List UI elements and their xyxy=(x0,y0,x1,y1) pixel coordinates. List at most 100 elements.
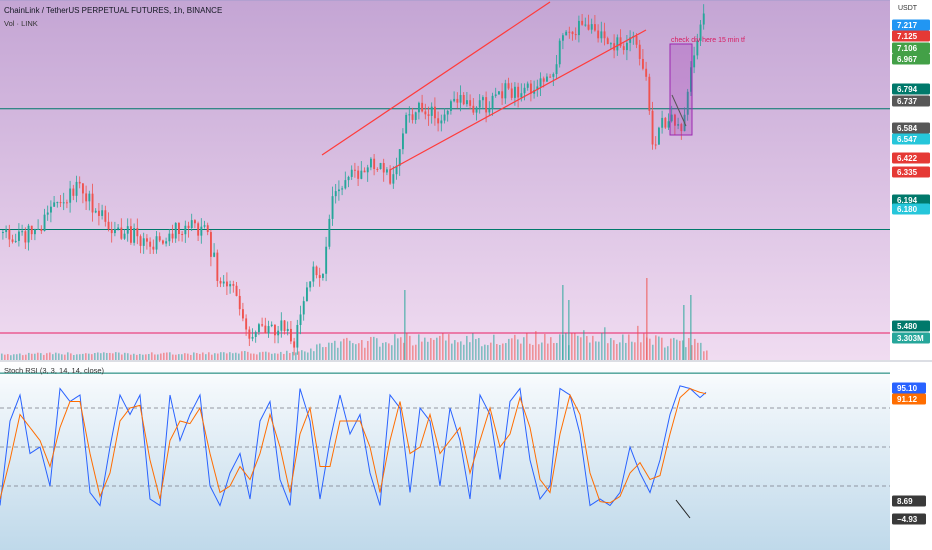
volume-bar xyxy=(613,340,615,360)
candle-body xyxy=(392,174,395,184)
volume-bar xyxy=(163,352,165,360)
candles xyxy=(2,4,705,356)
candle-body xyxy=(542,78,545,82)
candle-body xyxy=(267,326,270,334)
volume-bar xyxy=(100,353,102,360)
volume-bar xyxy=(676,339,678,360)
svg-text:5.480: 5.480 xyxy=(897,322,918,331)
volume-bar xyxy=(244,350,246,360)
channel-lower-line[interactable] xyxy=(389,29,647,171)
volume-bar xyxy=(145,354,147,360)
candle-body xyxy=(187,225,190,229)
candle-body xyxy=(43,214,46,232)
volume-bar xyxy=(607,343,609,360)
divergence-arrow[interactable] xyxy=(671,94,687,127)
candle-body xyxy=(670,114,673,122)
candle-body xyxy=(197,223,200,236)
candle-body xyxy=(645,68,648,77)
volume-bar xyxy=(199,353,201,360)
candle-body xyxy=(306,287,308,302)
volume-bar xyxy=(550,337,552,360)
volume-bar xyxy=(118,352,120,360)
candle-body xyxy=(456,98,459,103)
price-tag: 6.180 xyxy=(892,203,930,215)
candle-body xyxy=(11,239,14,242)
svg-text:6.180: 6.180 xyxy=(897,205,918,214)
candle-body xyxy=(360,170,363,179)
volume-bar xyxy=(73,355,75,360)
volume-bar xyxy=(43,354,45,360)
volume-bar xyxy=(640,342,642,360)
volume-bar xyxy=(115,352,117,360)
rsi-trend-line[interactable] xyxy=(675,499,691,519)
candle-body xyxy=(482,97,484,101)
volume-bar xyxy=(316,344,318,360)
volume-bar xyxy=(202,352,204,360)
candle-body xyxy=(488,108,491,113)
candle-body xyxy=(232,284,235,286)
candle-body xyxy=(261,324,264,326)
volume-bar xyxy=(139,353,141,360)
candle-body xyxy=(674,114,676,126)
candle-body xyxy=(552,74,555,77)
candle-body xyxy=(686,91,689,115)
volume-bar xyxy=(142,354,144,360)
volume-bar xyxy=(364,347,366,360)
candle-body xyxy=(626,42,628,51)
candle-body xyxy=(494,94,497,96)
volume-bar xyxy=(76,354,78,360)
volume-bar xyxy=(130,354,132,360)
candle-body xyxy=(213,252,216,257)
volume-bar xyxy=(520,343,522,360)
volume-bar xyxy=(487,345,489,360)
volume-bar xyxy=(277,353,279,360)
volume-bar xyxy=(184,353,186,360)
volume-bar xyxy=(430,338,432,360)
volume-bar xyxy=(352,343,354,360)
candle-body xyxy=(130,226,132,243)
rsi-indicator-label[interactable]: Stoch RSI (3, 3, 14, 14, close) xyxy=(4,366,105,375)
candle-body xyxy=(536,86,539,90)
annotation-text: check div here 15 min tf xyxy=(671,37,745,44)
rsi-value-tag: −4.93 xyxy=(892,513,926,525)
volume-bar xyxy=(595,341,597,360)
volume-bar xyxy=(652,344,654,360)
volume-bar xyxy=(655,335,657,360)
volume-bar xyxy=(19,353,21,360)
volume-bar xyxy=(592,335,594,360)
volume-bar xyxy=(247,351,249,360)
volume-bar xyxy=(205,354,207,360)
candle-body xyxy=(680,124,683,132)
candle-body xyxy=(629,37,632,43)
candle-body xyxy=(616,37,619,51)
volume-bar xyxy=(34,353,36,360)
volume-bar xyxy=(193,352,195,360)
divergence-box[interactable] xyxy=(669,43,693,136)
stoch-rsi-d-line xyxy=(0,387,707,504)
svg-text:7.125: 7.125 xyxy=(897,32,918,41)
volume-bar xyxy=(166,352,168,360)
volume-bar xyxy=(379,346,381,360)
candle-body xyxy=(56,202,59,204)
volume-bar xyxy=(388,343,390,360)
volume-bar xyxy=(70,353,72,360)
candle-body xyxy=(459,94,462,103)
volume-bar xyxy=(4,354,6,360)
volume-bar xyxy=(619,342,621,360)
candle-body xyxy=(421,102,424,112)
candle-body xyxy=(123,233,126,239)
chart-title: ChainLink / TetherUS PERPETUAL FUTURES, … xyxy=(4,6,223,15)
rsi-pane-background xyxy=(0,362,890,550)
svg-text:8.69: 8.69 xyxy=(897,497,913,506)
volume-bar xyxy=(349,340,351,360)
channel-upper-line[interactable] xyxy=(321,1,551,156)
price-tag: 7.217 xyxy=(892,19,930,31)
candle-body xyxy=(443,114,446,121)
price-tag: 6.194 xyxy=(892,194,930,206)
volume-bar xyxy=(52,354,54,360)
candle-body xyxy=(546,76,548,82)
volume-bar xyxy=(691,345,693,360)
candle-body xyxy=(162,240,164,244)
